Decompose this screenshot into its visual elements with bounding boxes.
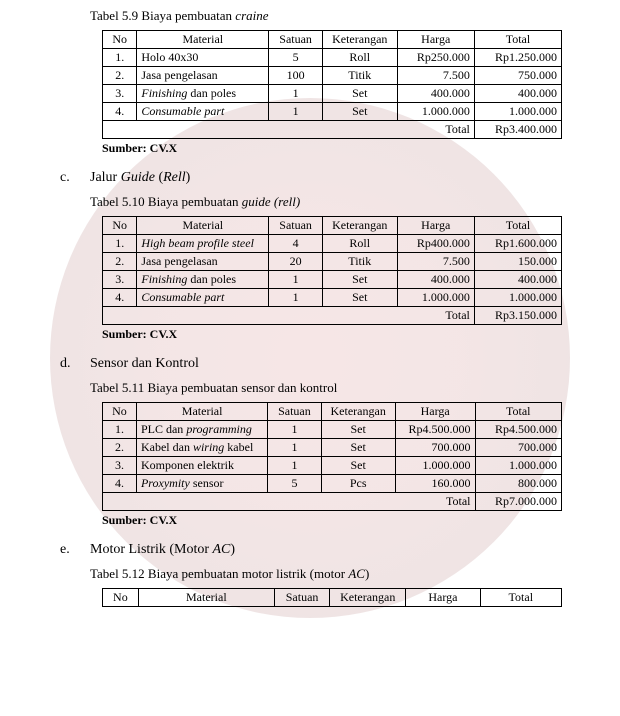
table-header-row: No Material Satuan Keterangan Harga Tota… xyxy=(103,589,562,607)
table-row: 4. Proxymity sensor 5 Pcs 160.000 800.00… xyxy=(103,475,562,493)
table-row: 4. Consumable part 1 Set 1.000.000 1.000… xyxy=(103,103,562,121)
total-value: Rp3.400.000 xyxy=(474,121,561,139)
table-row: 3. Finishing dan poles 1 Set 400.000 400… xyxy=(103,85,562,103)
table-header-row: No Material Satuan Keterangan Harga Tota… xyxy=(103,403,562,421)
table-row: 2. Kabel dan wiring kabel 1 Set 700.000 … xyxy=(103,439,562,457)
caption-5-11: Tabel 5.11 Biaya pembuatan sensor dan ko… xyxy=(90,380,560,396)
caption-5-10: Tabel 5.10 Biaya pembuatan guide (rell) xyxy=(90,194,560,210)
caption-5-12: Tabel 5.12 Biaya pembuatan motor listrik… xyxy=(90,566,560,582)
section-d-heading: d. Sensor dan Kontrol xyxy=(60,356,560,372)
table-5-11: No Material Satuan Keterangan Harga Tota… xyxy=(102,402,562,511)
section-d-letter: d. xyxy=(60,356,90,372)
section-e-heading: e. Motor Listrik (Motor AC) xyxy=(60,542,560,558)
section-c-heading: c. Jalur Guide (Rell) xyxy=(60,170,560,186)
total-label: Total xyxy=(103,121,475,139)
section-e-letter: e. xyxy=(60,542,90,558)
th-material: Material xyxy=(137,31,269,49)
section-c-letter: c. xyxy=(60,170,90,186)
source-5-11: Sumber: CV.X xyxy=(102,513,560,528)
table-row: 2. Jasa pengelasan 20 Titik 7.500 150.00… xyxy=(103,253,562,271)
table-row: 3. Komponen elektrik 1 Set 1.000.000 1.0… xyxy=(103,457,562,475)
source-5-10: Sumber: CV.X xyxy=(102,327,560,342)
table-row: 1. Holo 40x30 5 Roll Rp250.000 Rp1.250.0… xyxy=(103,49,562,67)
table-5-10: No Material Satuan Keterangan Harga Tota… xyxy=(102,216,562,325)
caption-5-9-italic: craine xyxy=(235,8,268,23)
caption-5-9: Tabel 5.9 Biaya pembuatan craine xyxy=(90,8,560,24)
table-row: 1. PLC dan programming 1 Set Rp4.500.000… xyxy=(103,421,562,439)
table-total-row: Total Rp7.000.000 xyxy=(103,493,562,511)
th-total: Total xyxy=(474,31,561,49)
section-d-title: Sensor dan Kontrol xyxy=(90,356,199,372)
table-row: 1. High beam profile steel 4 Roll Rp400.… xyxy=(103,235,562,253)
source-5-9: Sumber: CV.X xyxy=(102,141,560,156)
table-total-row: Total Rp3.150.000 xyxy=(103,307,562,325)
th-no: No xyxy=(103,31,137,49)
table-header-row: No Material Satuan Keterangan Harga Tota… xyxy=(103,217,562,235)
table-row: 2. Jasa pengelasan 100 Titik 7.500 750.0… xyxy=(103,67,562,85)
th-harga: Harga xyxy=(397,31,474,49)
section-c-title: Jalur Guide (Rell) xyxy=(90,170,190,186)
th-satuan: Satuan xyxy=(269,31,323,49)
section-e-title: Motor Listrik (Motor AC) xyxy=(90,542,235,558)
table-total-row: Total Rp3.400.000 xyxy=(103,121,562,139)
table-5-12: No Material Satuan Keterangan Harga Tota… xyxy=(102,588,562,607)
th-keterangan: Keterangan xyxy=(322,31,397,49)
table-row: 3. Finishing dan poles 1 Set 400.000 400… xyxy=(103,271,562,289)
table-header-row: No Material Satuan Keterangan Harga Tota… xyxy=(103,31,562,49)
table-5-9: No Material Satuan Keterangan Harga Tota… xyxy=(102,30,562,139)
table-row: 4. Consumable part 1 Set 1.000.000 1.000… xyxy=(103,289,562,307)
caption-5-9-text: Tabel 5.9 Biaya pembuatan xyxy=(90,8,235,23)
